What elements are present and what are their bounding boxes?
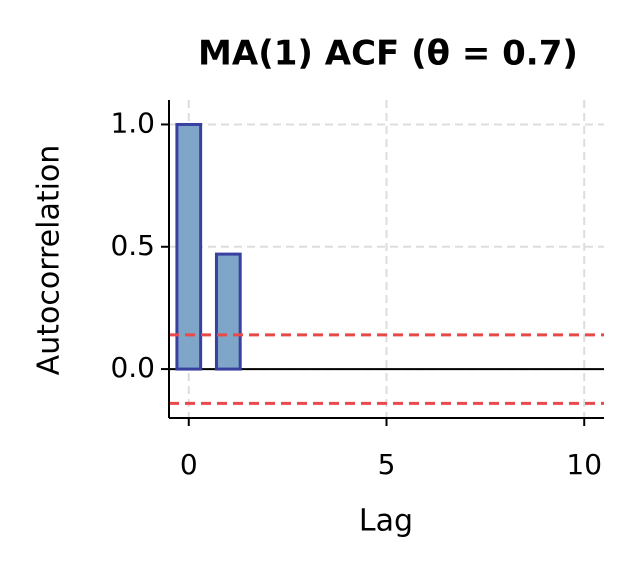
y-axis-label: Autocorrelation — [32, 145, 67, 376]
bar — [175, 122, 203, 371]
y-tick-label: 1.0 — [110, 106, 155, 139]
x-tick-label: 5 — [378, 448, 396, 481]
y-tick-label: 0.5 — [110, 229, 155, 262]
x-axis-label: Lag — [359, 504, 413, 539]
x-tick-label: 10 — [566, 448, 602, 481]
bar — [214, 252, 242, 371]
chart-title: MA(1) ACF (θ = 0.7) — [198, 34, 578, 74]
y-tick-label: 0.0 — [110, 351, 155, 384]
x-tick-label: 0 — [180, 448, 198, 481]
